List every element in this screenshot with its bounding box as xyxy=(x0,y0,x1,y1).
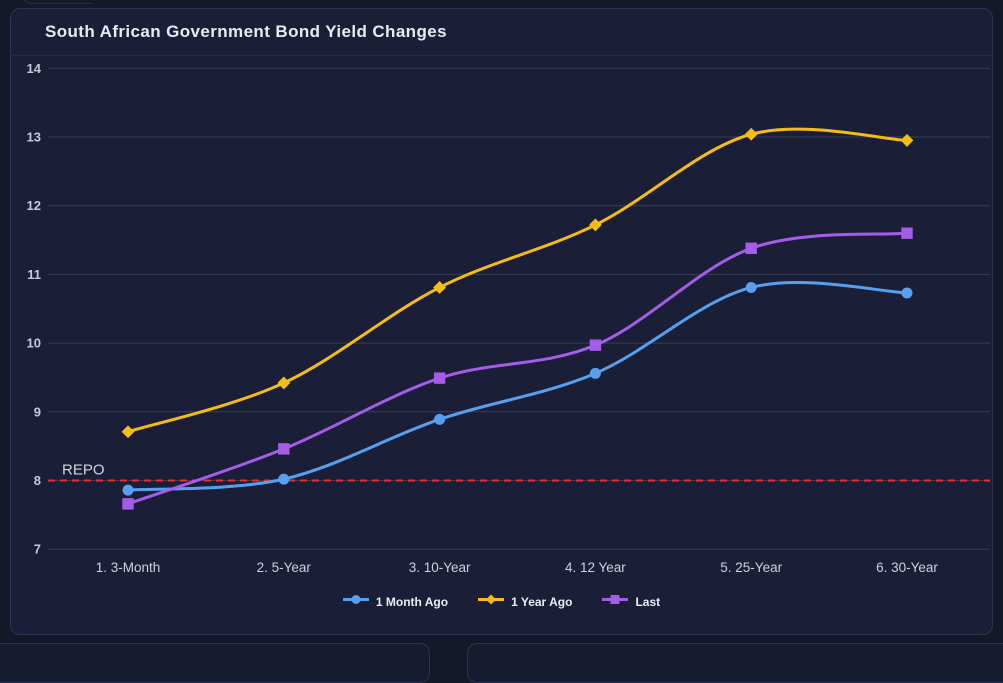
data-point-marker-1-month-ago[interactable] xyxy=(278,473,290,485)
chart-title: South African Government Bond Yield Chan… xyxy=(45,22,447,41)
data-point-marker-1-month-ago[interactable] xyxy=(589,367,601,379)
data-point-marker-1-year-ago[interactable] xyxy=(433,281,446,294)
chart-legend: 1 Month Ago 1 Year Ago Last xyxy=(0,593,1003,611)
next-row-card-left-edge xyxy=(0,643,430,683)
x-axis-category-label: 6. 30-Year xyxy=(876,560,938,575)
legend-item-last[interactable]: Last xyxy=(602,593,660,611)
data-point-marker-1-month-ago[interactable] xyxy=(901,287,913,299)
data-point-marker-1-year-ago[interactable] xyxy=(277,376,291,390)
chart-card-header: South African Government Bond Yield Chan… xyxy=(11,9,992,56)
legend-marker-diamond-icon xyxy=(478,593,505,611)
y-axis-tick-label: 13 xyxy=(27,130,41,145)
data-point-marker-last[interactable] xyxy=(122,498,134,510)
x-axis-category-label: 1. 3-Month xyxy=(96,560,161,575)
series-line-1-year-ago xyxy=(126,127,909,434)
data-point-marker-1-year-ago[interactable] xyxy=(589,218,602,232)
data-point-marker-last[interactable] xyxy=(278,443,290,455)
series-line-1-month-ago xyxy=(126,281,909,492)
y-axis-tick-label: 7 xyxy=(34,542,41,557)
legend-item-1-year-ago[interactable]: 1 Year Ago xyxy=(478,593,572,611)
y-axis-tick-label: 8 xyxy=(34,473,41,488)
data-point-marker-1-month-ago[interactable] xyxy=(122,484,134,496)
chart-card: South African Government Bond Yield Chan… xyxy=(10,8,993,635)
y-axis-tick-label: 11 xyxy=(27,267,41,282)
x-axis-category-label: 4. 12 Year xyxy=(565,560,626,575)
data-point-marker-1-year-ago[interactable] xyxy=(900,134,914,147)
data-point-marker-1-year-ago[interactable] xyxy=(121,425,135,439)
y-axis-tick-label: 12 xyxy=(27,198,41,213)
data-point-marker-last[interactable] xyxy=(745,242,757,254)
y-axis-tick-label: 9 xyxy=(34,404,41,419)
x-axis-category-label: 3. 10-Year xyxy=(409,560,471,575)
next-row-card-right-edge xyxy=(467,643,1003,683)
previous-card-corner xyxy=(22,0,93,4)
legend-label: Last xyxy=(635,595,661,609)
data-point-marker-last[interactable] xyxy=(433,372,446,384)
legend-marker-square-icon xyxy=(602,593,629,611)
repo-label: REPO xyxy=(62,462,105,479)
legend-item-1-month-ago[interactable]: 1 Month Ago xyxy=(342,593,449,611)
data-point-marker-1-month-ago[interactable] xyxy=(434,413,446,425)
y-axis-tick-label: 14 xyxy=(27,61,42,76)
x-axis-category-label: 2. 5-Year xyxy=(257,560,312,575)
data-point-marker-last[interactable] xyxy=(901,227,913,239)
data-point-marker-last[interactable] xyxy=(589,339,602,351)
bond-yield-line-chart: 7 8 9 10 11 12 13 14 1. 3-Month 2. 5-Year 3. 10-Ye… xyxy=(27,61,990,575)
legend-marker-circle-icon xyxy=(342,593,369,611)
y-axis-tick-label: 10 xyxy=(27,336,41,351)
data-point-marker-1-month-ago[interactable] xyxy=(745,281,757,293)
legend-label: 1 Year Ago xyxy=(511,595,573,609)
legend-label: 1 Month Ago xyxy=(375,595,449,609)
x-axis-category-label: 5. 25-Year xyxy=(720,560,782,575)
series-line-last xyxy=(126,231,909,506)
data-point-marker-1-year-ago[interactable] xyxy=(744,127,758,141)
